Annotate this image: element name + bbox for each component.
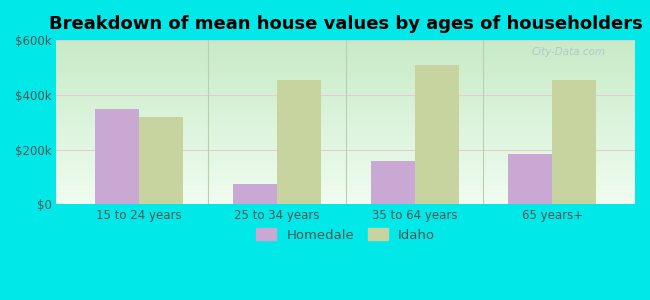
Bar (277, 80, 321, 204)
Title: Breakdown of mean house values by ages of householders: Breakdown of mean house values by ages o… (49, 15, 643, 33)
Bar (233, 184, 277, 204)
Bar (95, 109, 139, 204)
Bar (415, 65, 459, 204)
Bar (508, 154, 552, 204)
Bar (370, 160, 415, 204)
Text: City-Data.com: City-Data.com (532, 47, 606, 57)
Legend: Homedale, Idaho: Homedale, Idaho (251, 223, 440, 247)
Bar (139, 117, 183, 204)
Bar (552, 80, 597, 204)
